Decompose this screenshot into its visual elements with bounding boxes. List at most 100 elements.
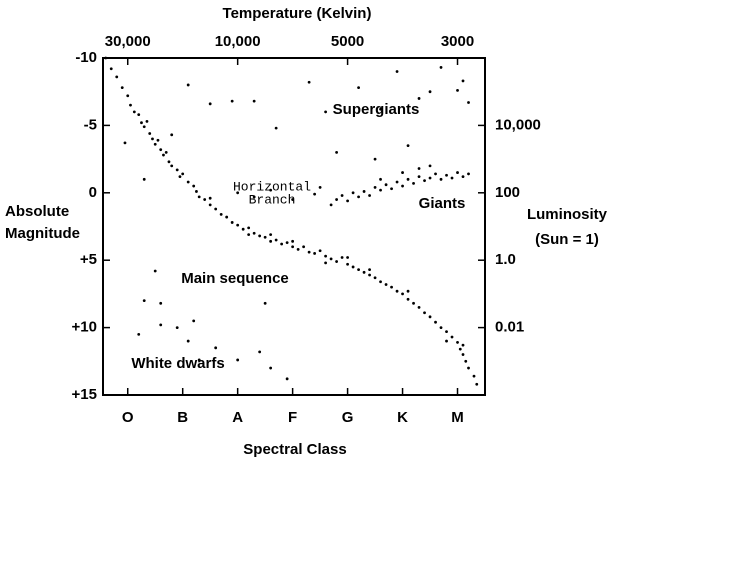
star-point [186, 83, 190, 87]
star-point [120, 86, 124, 90]
star-point [456, 341, 459, 344]
star-point [445, 339, 448, 343]
star-point [357, 195, 360, 199]
x-tick-label: B [177, 409, 188, 426]
star-point [428, 164, 432, 168]
y-tick-label: 0 [89, 184, 97, 201]
star-point [258, 234, 262, 238]
annotation: Giants [419, 195, 466, 212]
star-point [461, 353, 465, 356]
y2-axis-label: Luminosity [527, 206, 608, 223]
x2-tick-label: 3000 [441, 33, 474, 50]
star-point [390, 285, 393, 289]
star-point [197, 358, 201, 362]
star-point [109, 67, 113, 71]
star-point [208, 196, 212, 200]
star-point [302, 245, 306, 249]
star-point [236, 191, 240, 195]
star-point [291, 239, 295, 243]
star-point [269, 366, 273, 370]
star-point [263, 235, 267, 239]
star-point [175, 326, 179, 329]
star-point [208, 203, 212, 207]
star-point [351, 265, 355, 269]
star-point [159, 301, 163, 305]
x-tick-label: M [451, 409, 464, 426]
y-tick-label: -10 [75, 49, 97, 66]
y2-axis-label: (Sun = 1) [535, 231, 599, 248]
star-point [379, 177, 382, 181]
star-point [362, 270, 366, 274]
annotation: Main sequence [181, 270, 289, 287]
star-point [159, 148, 163, 152]
star-point [379, 188, 382, 192]
star-point [203, 198, 207, 201]
star-point [340, 256, 344, 259]
star-point [395, 70, 399, 73]
y-tick-label: +10 [72, 319, 97, 336]
star-point [428, 315, 432, 319]
star-point [401, 292, 404, 296]
star-point [178, 175, 182, 179]
star-point [126, 94, 130, 98]
star-point [412, 181, 415, 185]
star-point [475, 382, 479, 386]
star-point [307, 250, 311, 254]
star-point [340, 194, 344, 197]
star-point [368, 268, 371, 272]
star-point [247, 233, 251, 236]
star-point [417, 305, 421, 309]
x2-tick-label: 5000 [331, 33, 364, 50]
star-point [175, 168, 179, 172]
star-point [335, 198, 338, 201]
star-point [285, 241, 289, 245]
star-point [467, 101, 470, 104]
star-point [258, 350, 262, 354]
star-point [464, 359, 468, 363]
star-point [313, 192, 317, 196]
star-point [351, 191, 355, 195]
y2-tick-label: 100 [495, 184, 520, 201]
star-point [406, 297, 410, 301]
star-point [472, 374, 476, 378]
star-point [329, 257, 333, 261]
star-point [423, 179, 426, 183]
star-point [467, 366, 470, 370]
star-point [142, 177, 146, 181]
star-point [406, 144, 410, 148]
star-point [417, 97, 421, 100]
star-point [406, 289, 410, 293]
star-point [384, 183, 388, 187]
star-point [458, 347, 462, 351]
x-axis-label: Spectral Class [243, 441, 346, 458]
star-point [219, 212, 223, 216]
star-point [115, 75, 119, 79]
star-point [324, 261, 328, 265]
star-point [247, 226, 251, 230]
star-point [252, 231, 256, 235]
star-point [324, 110, 328, 114]
star-point [140, 121, 143, 125]
star-point [164, 150, 168, 154]
star-point [123, 141, 127, 145]
x-tick-label: F [288, 409, 297, 426]
star-point [313, 252, 317, 255]
star-point [214, 207, 218, 211]
star-point [225, 215, 229, 219]
star-point [318, 186, 322, 189]
star-point [373, 276, 377, 280]
star-point [461, 79, 465, 83]
star-point [167, 160, 171, 164]
star-point [434, 172, 437, 176]
star-point [129, 103, 132, 107]
star-point [285, 377, 289, 381]
star-point [252, 195, 256, 199]
y-tick-label: +15 [72, 386, 97, 403]
star-point [170, 164, 174, 168]
plot-frame [102, 57, 486, 396]
x-tick-label: A [232, 409, 243, 426]
star-point [192, 184, 196, 188]
star-point [445, 330, 448, 334]
